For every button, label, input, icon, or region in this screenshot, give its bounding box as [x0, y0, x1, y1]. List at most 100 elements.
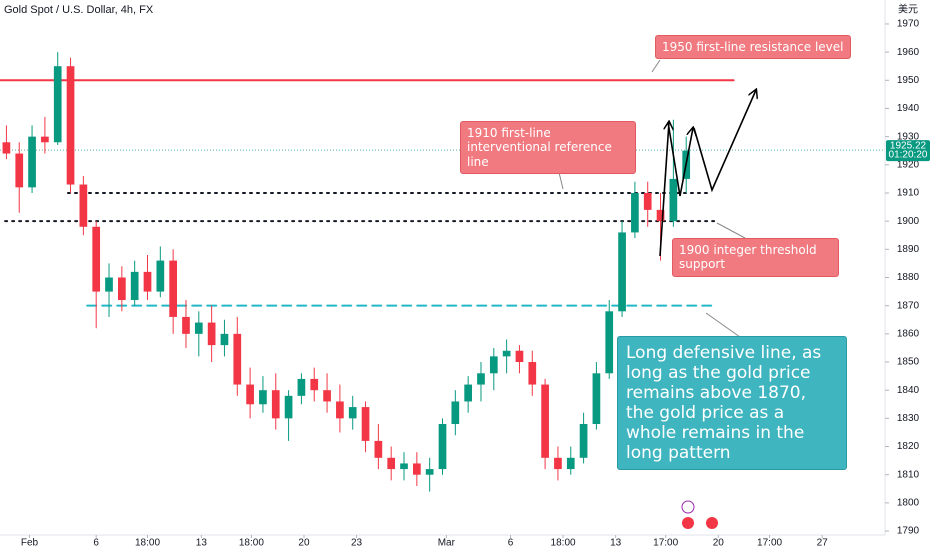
currency: 美元 — [898, 3, 918, 16]
x-tick-label: 17:00 — [757, 538, 782, 549]
x-tick-label: 6 — [508, 538, 514, 549]
candle-body — [15, 153, 24, 188]
candle-body — [400, 463, 408, 470]
y-tick-label: 1890 — [897, 244, 920, 255]
candle-body — [105, 277, 113, 292]
candle-body — [284, 395, 293, 419]
candle-body — [592, 373, 601, 424]
candle-body — [425, 469, 434, 475]
x-tick-label: 20 — [713, 538, 725, 549]
candle-body — [605, 311, 614, 374]
forecast-arrows — [659, 90, 756, 257]
candle-body — [297, 378, 306, 396]
candle-body — [169, 260, 177, 317]
x-tick-label: Mar — [438, 538, 456, 549]
candle-body — [92, 226, 101, 292]
candle-body — [233, 333, 242, 385]
candle-body — [53, 66, 62, 143]
candle-body — [464, 384, 472, 402]
candle-body — [118, 277, 126, 301]
arrow — [659, 122, 669, 257]
event-icon — [706, 517, 718, 529]
candle-body — [41, 136, 49, 143]
x-tick-label: 13 — [610, 538, 622, 549]
arrow — [667, 121, 693, 197]
pointer — [716, 222, 746, 239]
x-tick-label: 6 — [93, 538, 99, 549]
candle-body — [271, 390, 280, 419]
last-price-tag — [886, 140, 930, 162]
candle-body — [207, 322, 216, 346]
x-tick-label: 18:00 — [551, 538, 576, 549]
y-tick-label: 1800 — [897, 498, 920, 509]
annotation: 1900 integer threshold support — [672, 238, 839, 277]
x-tick-label: 17:00 — [653, 538, 678, 549]
candle-body — [489, 356, 498, 374]
y-tick-label: 1790 — [897, 526, 920, 537]
y-tick-label: 1920 — [897, 159, 920, 170]
annotation: Long defensive line, as long as the gold… — [617, 336, 847, 471]
x-tick-label: Feb — [21, 538, 39, 549]
candle-body — [310, 378, 319, 391]
x-tick-label: 13 — [196, 538, 208, 549]
candle-body — [656, 209, 665, 222]
candle-body — [387, 457, 396, 470]
y-tick-label: 1830 — [897, 413, 920, 424]
y-tick-label: 1970 — [897, 19, 920, 30]
y-tick-label: 1810 — [897, 469, 920, 480]
candle-body — [566, 457, 575, 470]
event-icons — [681, 500, 718, 529]
candle-body — [143, 271, 152, 292]
y-tick-label: 1960 — [897, 47, 920, 58]
y-tick-label: 1950 — [897, 75, 920, 86]
candle-body — [79, 184, 88, 227]
candle-body — [502, 350, 511, 357]
y-tick-label: 1900 — [897, 216, 920, 227]
event-icon — [682, 517, 694, 529]
candle-body — [643, 192, 652, 210]
candle-body — [477, 373, 485, 385]
x-tick-label: 27 — [817, 538, 829, 549]
candle-body — [618, 232, 626, 312]
candle-body — [246, 384, 254, 405]
event-icon — [681, 500, 695, 514]
candle-body — [451, 401, 460, 424]
y-tick-label: 1930 — [897, 131, 920, 142]
y-tick-label: 1860 — [897, 328, 920, 339]
chart-title: Gold Spot / U.S. Dollar, 4h, FX — [4, 4, 154, 16]
x-tick-label: 18:00 — [135, 538, 160, 549]
y-tick-label: 1840 — [897, 385, 920, 396]
candle-body — [438, 423, 447, 470]
candle-body — [182, 316, 190, 334]
candle-body — [130, 271, 139, 301]
candle-body — [361, 407, 370, 441]
candle-body — [2, 142, 11, 154]
y-tick-label: 1940 — [897, 103, 920, 114]
candle-body — [541, 384, 549, 458]
candle-body — [348, 407, 357, 419]
candle-body — [579, 423, 588, 458]
candle-body — [220, 333, 229, 346]
candle-body — [515, 350, 524, 363]
candle-body — [28, 136, 36, 188]
countdown-label: 01:20:20 — [889, 150, 928, 161]
candle-body — [669, 178, 678, 222]
pointer — [705, 312, 741, 338]
candle-body — [66, 66, 75, 185]
x-tick-label: 18:00 — [239, 538, 264, 549]
candle-body — [259, 390, 267, 405]
candle-body — [554, 457, 562, 470]
candle-body — [374, 440, 383, 458]
annotation: 1950 first-line resistance level — [655, 35, 851, 60]
candle-body — [323, 390, 331, 402]
last-price-label: 1925.22 — [890, 141, 927, 152]
annotation: 1910 first-line interventional reference… — [460, 121, 636, 175]
y-tick-label: 1820 — [897, 441, 920, 452]
y-tick-label: 1880 — [897, 272, 920, 283]
candle-body — [528, 362, 537, 385]
x-tick-label: 20 — [298, 538, 310, 549]
y-tick-label: 1870 — [897, 300, 920, 311]
candle-body — [336, 401, 344, 419]
